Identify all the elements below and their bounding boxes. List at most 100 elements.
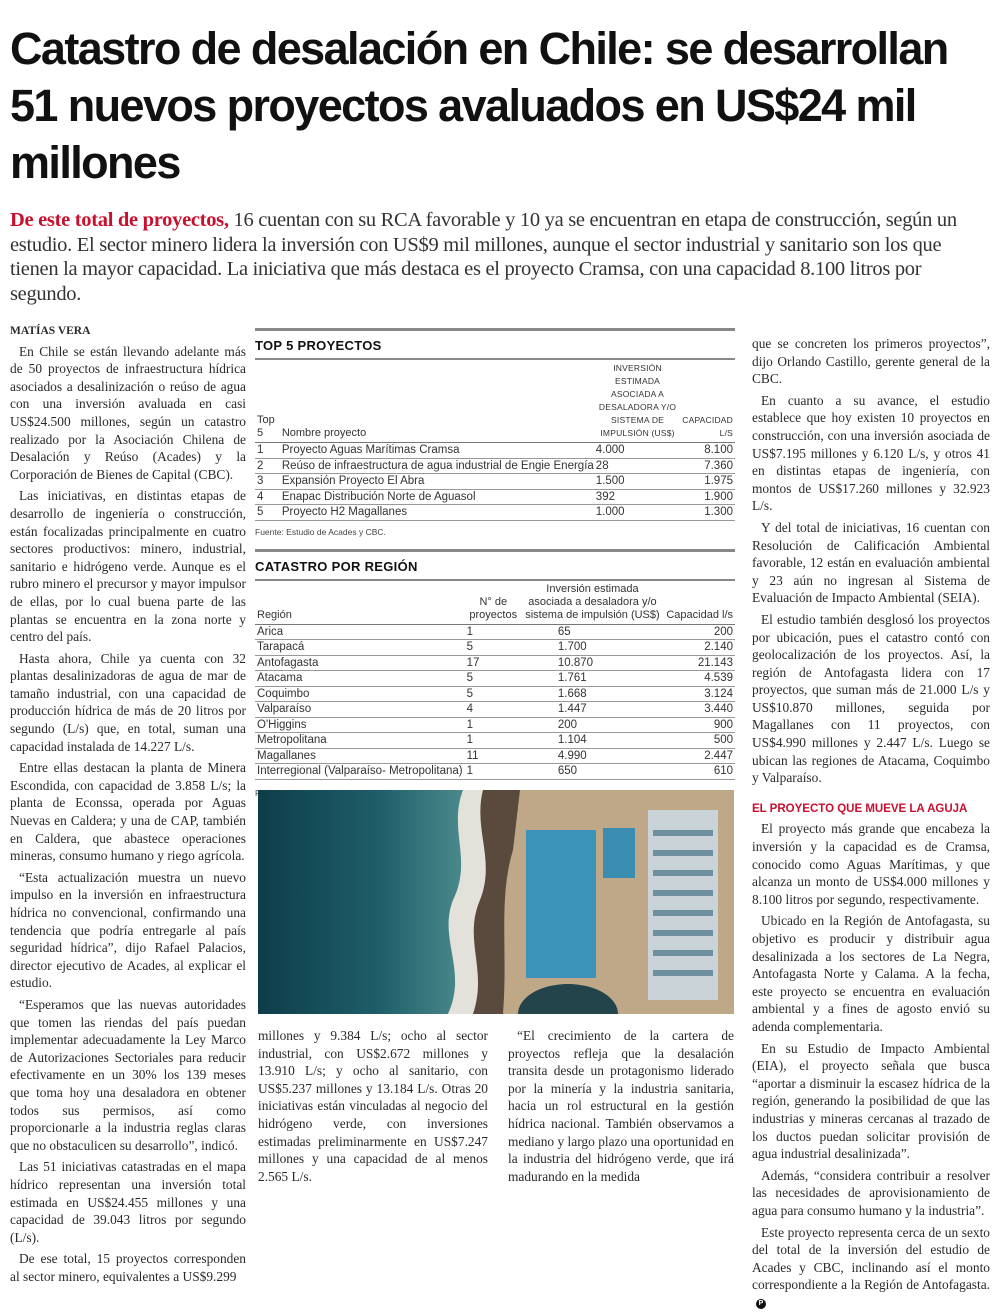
section-subhead: El proyecto que mueve la aguja (752, 802, 968, 815)
table-cell: 1 (464, 624, 522, 640)
table-cell: Proyecto H2 Magallanes (279, 504, 596, 521)
paragraph: “Esperamos que las nuevas autoridades qu… (10, 996, 246, 1153)
table-cell: Valparaíso (255, 701, 465, 718)
end-mark-icon: P (756, 1298, 766, 1309)
col-header: Región (255, 578, 465, 625)
table-cell: 3.440 (663, 701, 735, 718)
table-row: 4 Enapac Distribución Norte de Aguasol 392… (255, 489, 735, 505)
table-row: O'Higgins 1 200 900 (255, 717, 735, 733)
table-cell: 4 (255, 489, 280, 505)
paragraph: En cuanto a su avance, el estudio establ… (752, 392, 990, 514)
table-cell: 500 (663, 732, 735, 749)
paragraph: Entre ellas destacan la planta de Minera… (10, 760, 246, 864)
table-cell: Enapac Distribución Norte de Aguasol (279, 489, 596, 505)
table-cell: 1 (464, 732, 522, 749)
table-cell: 1 (464, 717, 522, 733)
top5-table: Top 5 Nombre proyecto Inversión estimada… (255, 358, 735, 521)
table-cell: Proyecto Aguas Marítimas Cramsa (279, 442, 596, 459)
table-cell: Arica (255, 624, 465, 640)
paragraph: Este proyecto representa cerca de un sex… (752, 1224, 990, 1309)
region-table: Región N° de proyectos Inversión estimad… (255, 578, 735, 780)
col-header: Top 5 (255, 358, 280, 443)
col-header: Nombre proyecto (279, 358, 596, 443)
dek: De este total de proyectos, 16 cuentan c… (10, 208, 990, 306)
table-cell: 5 (255, 504, 280, 521)
table-cell: 1 (464, 763, 522, 780)
table-row: Magallanes 11 4.990 2.447 (255, 748, 735, 764)
article-column-3: “El crecimiento de la cartera de proyect… (508, 1027, 734, 1189)
table-cell: Interregional (Valparaíso- Metropolitana… (255, 763, 465, 780)
paragraph: Además, “considera contribuir a resolver… (752, 1167, 990, 1218)
table-cell: 21.143 (663, 655, 735, 671)
paragraph: En su Estudio de Impacto Ambiental (EIA)… (752, 1040, 990, 1162)
paragraph: En Chile se están llevando adelante más … (10, 343, 246, 482)
table-cell: Metropolitana (255, 732, 465, 749)
paragraph: “El crecimiento de la cartera de proyect… (508, 1028, 734, 1184)
table-cell: 4.990 (521, 748, 663, 764)
paragraph: que se concreten los primeros proyectos”… (752, 336, 990, 387)
table-row: Arica 1 65 200 (255, 624, 735, 640)
table-cell: Atacama (255, 670, 465, 687)
dek-text: 16 cuentan con su RCA favorable y 10 ya … (10, 209, 957, 305)
table-cell: 7.360 (679, 458, 735, 474)
table-cell: Coquimbo (255, 686, 465, 702)
paragraph: “Esta actualización muestra un nuevo imp… (10, 869, 246, 991)
table-row: Valparaíso 4 1.447 3.440 (255, 701, 735, 718)
table-cell: Magallanes (255, 748, 465, 764)
top5-table-box: TOP 5 PROYECTOS Top 5 Nombre proyecto In… (255, 328, 735, 798)
table-cell: 5 (464, 639, 522, 656)
table-row: Interregional (Valparaíso- Metropolitana… (255, 763, 735, 780)
col-header: Inversión estimada asociada a desaladora… (595, 358, 680, 443)
table-cell: 65 (521, 624, 663, 640)
table-cell: 1.761 (521, 670, 663, 687)
paragraph: De ese total, 15 proyectos corresponden … (10, 1251, 246, 1284)
table-cell: 17 (464, 655, 522, 671)
table-cell: 5 (464, 670, 522, 687)
col-header: Capacidad l/s (663, 578, 735, 625)
col-header: Inversión estimada asociada a desaladora… (521, 578, 663, 625)
table-row: 1 Proyecto Aguas Marítimas Cramsa 4.000 8.1… (255, 442, 735, 459)
table-row: Antofagasta 17 10.870 21.143 (255, 655, 735, 671)
top5-title: TOP 5 PROYECTOS (255, 338, 382, 353)
article-column-4: que se concreten los primeros proyectos”… (752, 335, 990, 1315)
dek-lead: De este total de proyectos, (10, 209, 229, 231)
table-cell: 900 (663, 717, 735, 733)
table-cell: Expansión Proyecto El Abra (279, 473, 596, 490)
table-cell: 4 (464, 701, 522, 718)
table-cell: 28 (595, 458, 680, 474)
paragraph: Las iniciativas, en distintas etapas de … (10, 488, 246, 645)
table-cell: 200 (663, 624, 735, 640)
table-cell: 2.447 (663, 748, 735, 764)
table-cell: Tarapacá (255, 639, 465, 656)
table-cell: 1.700 (521, 639, 663, 656)
col-header: N° de proyectos (464, 578, 522, 625)
table-cell: 610 (663, 763, 735, 780)
article-column-1: Matías Vera En Chile se están llevando a… (10, 323, 246, 1289)
table-cell: 200 (521, 717, 663, 733)
table-cell: 4.539 (663, 670, 735, 687)
table-cell: 392 (595, 489, 680, 505)
table-cell: O'Higgins (255, 717, 465, 733)
table-cell: 1.975 (679, 473, 735, 490)
table-cell: Reúso de infraestructura de agua industr… (279, 458, 596, 474)
table-cell: 650 (521, 763, 663, 780)
paragraph: Y del total de iniciativas, 16 cuentan c… (752, 519, 990, 606)
table-cell: 1.104 (521, 732, 663, 749)
table-cell: 2 (255, 458, 280, 474)
table-cell: 1.000 (595, 504, 680, 521)
table-row: Atacama 5 1.761 4.539 (255, 670, 735, 687)
table-row: 3 Expansión Proyecto El Abra 1.500 1.975 (255, 473, 735, 490)
table-row: 5 Proyecto H2 Magallanes 1.000 1.300 (255, 504, 735, 521)
table-row: Coquimbo 5 1.668 3.124 (255, 686, 735, 702)
paragraph: millones y 9.384 L/s; ocho al sector ind… (258, 1028, 488, 1184)
col-header: Capacidad l/s (679, 358, 735, 443)
table-cell: 1.447 (521, 701, 663, 718)
table-cell: 3.124 (663, 686, 735, 702)
table-cell: 11 (464, 748, 522, 764)
table-cell: 1.668 (521, 686, 663, 702)
table-cell: Antofagasta (255, 655, 465, 671)
table-cell: 4.000 (595, 442, 680, 459)
table-row: Metropolitana 1 1.104 500 (255, 732, 735, 749)
paragraph: Ubicado en la Región de Antofagasta, su … (752, 913, 990, 1034)
headline: Catastro de desalación en Chile: se desa… (10, 23, 949, 188)
